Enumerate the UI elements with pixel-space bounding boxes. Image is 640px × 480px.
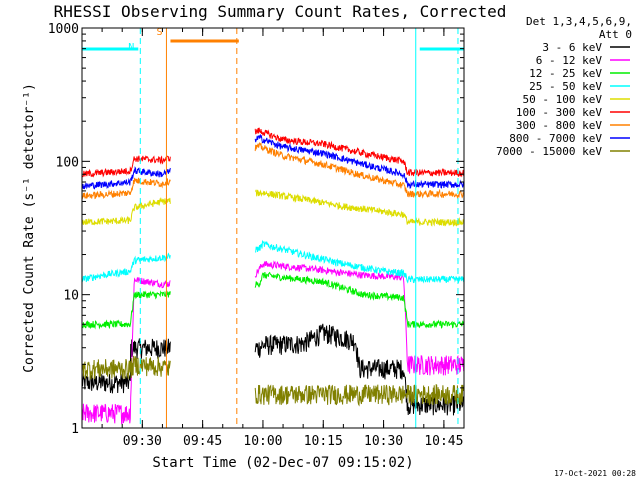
legend-label-9: 7000 - 15000 keV	[496, 145, 602, 158]
x-tick-label-3: 10:00	[243, 434, 282, 449]
flag-label-s: S	[156, 27, 162, 38]
legend-label-7: 300 - 800 keV	[516, 119, 602, 132]
legend-label-8: 800 - 7000 keV	[509, 132, 602, 145]
x-tick-label-2: 09:45	[183, 434, 222, 449]
series-line-7	[82, 141, 464, 200]
series-line-4	[82, 239, 464, 284]
y-tick-label-3: 100	[56, 155, 79, 170]
series-line-3	[82, 271, 464, 330]
series-group	[82, 127, 464, 425]
series-line-9	[82, 355, 464, 407]
plot-area: NS	[82, 27, 464, 428]
y-tick-label-1: 1	[71, 422, 79, 437]
flag-label-n: N	[128, 42, 134, 53]
legend-label-3: 12 - 25 keV	[529, 67, 602, 80]
series-line-5	[82, 189, 464, 228]
x-tick-label-6: 10:45	[424, 434, 463, 449]
y-axis-label: Corrected Count Rate (s⁻¹ detector⁻¹)	[22, 83, 37, 373]
legend-label-4: 25 - 50 keV	[529, 80, 602, 93]
series-line-2	[82, 260, 464, 425]
series-line-6	[82, 127, 464, 178]
axes: 1 10 100 1000 09:30 09:45 10:00 10:15 10:30 10:45	[48, 22, 465, 449]
legend-label-5: 50 - 100 keV	[523, 93, 603, 106]
legend-header-1: Det 1,3,4,5,6,9,	[526, 15, 632, 28]
x-tick-label-5: 10:30	[364, 434, 403, 449]
legend-label-6: 100 - 300 keV	[516, 106, 602, 119]
legend-header-2: Att 0	[599, 28, 632, 41]
plot-frame	[81, 27, 465, 429]
y-tick-label-4: 1000	[48, 22, 79, 37]
x-tick-label-4: 10:15	[304, 434, 343, 449]
legend-label-2: 6 - 12 keV	[536, 54, 603, 67]
x-axis-label: Start Time (02-Dec-07 09:15:02)	[152, 455, 413, 471]
chart-title: RHESSI Observing Summary Count Rates, Co…	[54, 2, 507, 21]
date-stamp: 17-Oct-2021 00:28	[554, 469, 636, 478]
series-line-8	[82, 133, 464, 190]
x-tick-label-1: 09:30	[123, 434, 162, 449]
y-tick-label-2: 10	[63, 289, 79, 304]
legend-label-1: 3 - 6 keV	[542, 41, 602, 54]
